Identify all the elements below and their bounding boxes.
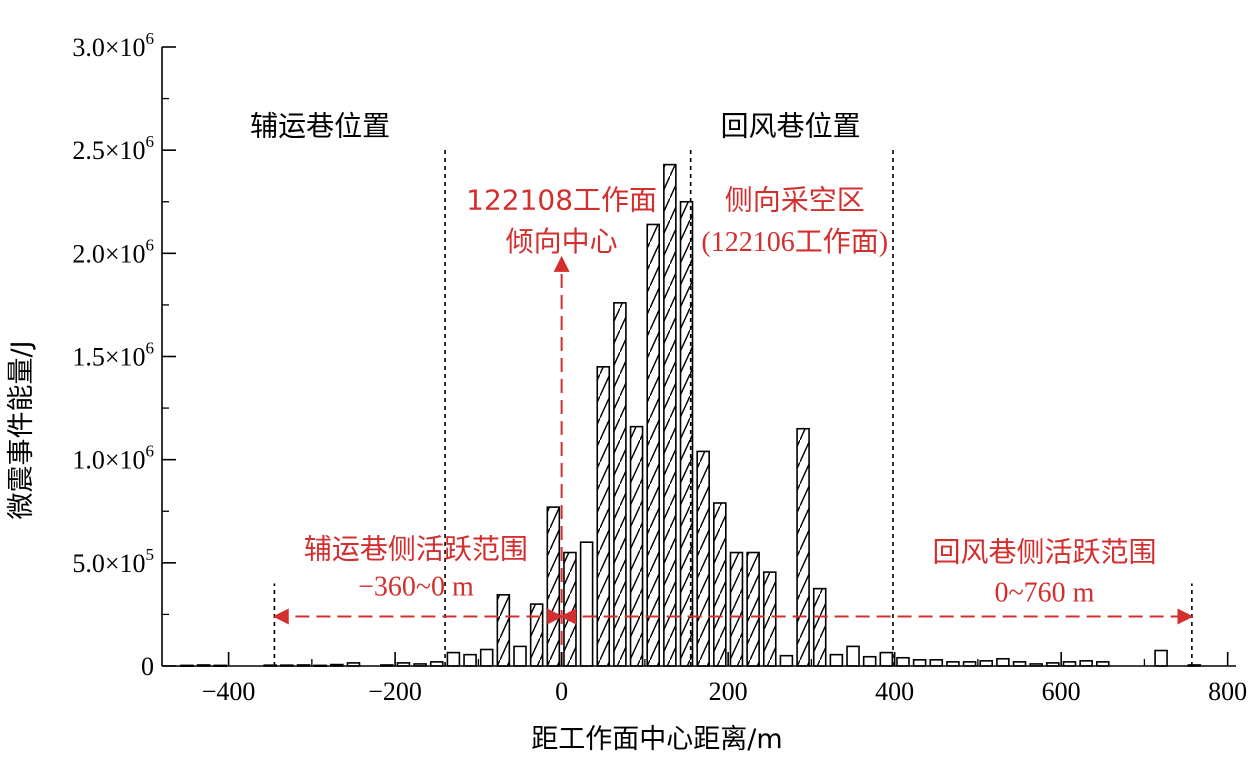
bar-38 (862, 655, 877, 667)
x-tick-label-4: 400 (875, 677, 914, 706)
y-tick-label-3: 1.5×106 (72, 339, 154, 372)
bar-26 (663, 163, 677, 667)
bar-34 (796, 427, 810, 667)
annotation-aux-active-line-0: 辅运巷侧活跃范围 (304, 532, 528, 565)
bar-19 (546, 506, 561, 667)
bar-33 (779, 654, 794, 667)
x-tick-label-3: 200 (709, 677, 748, 706)
x-tick-label-0: −400 (202, 677, 256, 706)
bar-53 (1154, 649, 1168, 667)
bar-31 (746, 551, 760, 667)
x-tick-label-5: 600 (1042, 677, 1081, 706)
annotation-goaf-line-0: 侧向采空区 (725, 184, 865, 217)
bar-22 (596, 366, 611, 667)
bar-16 (496, 594, 511, 667)
bar-14 (463, 653, 477, 667)
y-tick-label-6: 3.0×106 (72, 29, 154, 62)
x-tick-label-6: 800 (1208, 677, 1247, 706)
annotation-face-center-line-0: 122108工作面 (466, 184, 657, 217)
annotation-aux-active-line-1: −360~0 m (358, 572, 474, 603)
y-tick-label-1: 5.0×105 (72, 545, 154, 578)
annotation-return-roadway-line-0: 回风巷位置 (721, 109, 861, 142)
bar-29 (713, 502, 727, 667)
y-tick-label-4: 2.0×106 (72, 235, 154, 268)
axes-group: 0 5.0×105 1.0×106 1.5×106 2.0×106 2.5×106 3.0×… (72, 29, 1247, 706)
bar-15 (479, 648, 494, 667)
bar-39 (879, 651, 894, 667)
bar-17 (513, 645, 527, 667)
bar-24 (629, 425, 644, 667)
y-tick-label-0: 0 (141, 652, 154, 681)
annotation-aux-roadway-line-0: 辅运巷位置 (250, 109, 390, 142)
annotation-return-active-line-1: 0~760 m (995, 578, 1095, 609)
annotation-return-active-line-0: 回风巷侧活跃范围 (933, 535, 1157, 568)
bar-32 (762, 571, 777, 667)
y-tick-label-2: 1.0×106 (72, 442, 154, 475)
bar-37 (846, 645, 860, 667)
bar-36 (829, 653, 844, 667)
x-tick-label-2: 0 (555, 677, 568, 706)
y-tick-label-5: 2.5×106 (72, 132, 154, 165)
bar-21 (579, 541, 594, 667)
x-axis-title: 距工作面中心距离/m (531, 724, 782, 755)
bar-42 (929, 659, 944, 667)
bar-30 (729, 551, 744, 667)
reference-lines-group (273, 146, 1193, 666)
bar-46 (996, 657, 1010, 667)
annotation-goaf-line-1: (122106工作面) (701, 226, 888, 258)
bar-35 (812, 587, 827, 667)
bar-13 (446, 651, 461, 667)
bar-18 (529, 603, 544, 667)
bar-40 (896, 656, 910, 667)
bar-25 (646, 223, 661, 667)
bar-41 (912, 659, 927, 667)
x-tick-label-1: −200 (368, 677, 422, 706)
bar-23 (613, 302, 627, 667)
bar-20 (563, 551, 577, 667)
annotation-face-center-line-1: 倾向中心 (506, 225, 618, 258)
bar-28 (696, 450, 710, 667)
y-axis-title: 微震事件能量/J (6, 340, 37, 519)
